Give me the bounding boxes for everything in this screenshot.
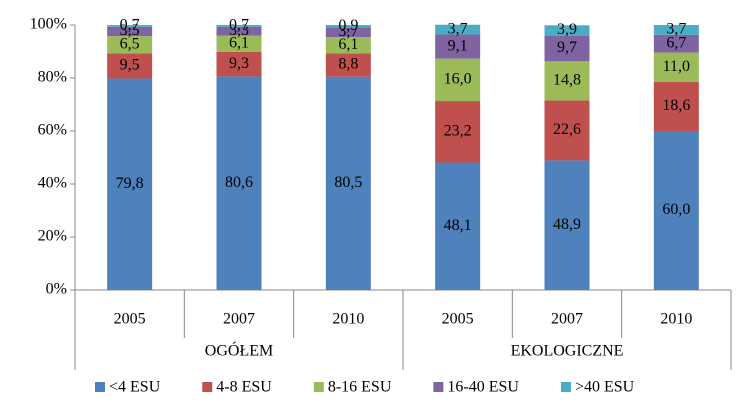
value-label: 0,9 [338, 17, 358, 34]
x-tick-label: 2007 [223, 311, 255, 328]
bar-segment [653, 131, 699, 290]
value-label: 9,7 [557, 39, 577, 56]
x-tick-label: 2010 [332, 311, 364, 328]
value-label: 22,6 [553, 121, 581, 138]
bar-segment [544, 100, 590, 161]
bar-segment [544, 160, 590, 290]
bar-segment [325, 53, 371, 77]
y-tick-label: 100% [30, 16, 67, 33]
bar-segment [325, 25, 371, 28]
x-tick-label: 2007 [551, 311, 583, 328]
value-label: 80,6 [225, 174, 253, 191]
bar-segment [216, 35, 262, 52]
value-label: 80,5 [334, 174, 362, 191]
legend-label: <4 ESU [109, 379, 161, 396]
bar-segment [653, 52, 699, 82]
y-tick-label: 20% [38, 228, 67, 245]
legend-swatch [313, 382, 324, 392]
legend-swatch [433, 382, 444, 392]
bar-segment [107, 26, 153, 37]
value-label: 0,7 [120, 17, 140, 34]
value-label: 6,1 [338, 36, 358, 53]
x-tick-label: 2005 [442, 311, 474, 328]
y-tick-label: 80% [38, 69, 67, 86]
bar-segment [653, 81, 699, 131]
legend-label: 8-16 ESU [328, 379, 392, 396]
bar-segment [544, 35, 590, 62]
y-tick-label: 60% [38, 122, 67, 139]
value-label: 11,0 [663, 58, 690, 75]
value-label: 8,8 [338, 56, 358, 73]
x-tick-label: 2010 [660, 311, 692, 328]
bar-segment [325, 76, 371, 290]
legend-label: 4-8 ESU [216, 379, 272, 396]
bar-segment [435, 162, 481, 290]
value-label: 6,5 [120, 35, 140, 52]
legend-swatch [202, 382, 213, 392]
legend-label: >40 ESU [575, 379, 635, 396]
bar-segment [216, 51, 262, 77]
value-label: 48,9 [553, 216, 581, 233]
bar-segment [544, 61, 590, 101]
value-label: 6,1 [229, 34, 249, 51]
bar-segment [107, 36, 153, 54]
bar-segment [107, 53, 153, 79]
bar-segment [216, 76, 262, 290]
value-label: 0,7 [229, 17, 249, 34]
bar-segment [435, 34, 481, 59]
bar-segment [325, 37, 371, 54]
value-label: 14,8 [553, 72, 581, 89]
bar-segment [435, 101, 481, 163]
bar-segment [435, 24, 481, 35]
value-label: 23,2 [444, 122, 472, 139]
bar-segment [216, 26, 262, 36]
value-label: 3,7 [666, 21, 686, 38]
legend-swatch [560, 382, 571, 392]
value-label: 16,0 [444, 71, 472, 88]
value-label: 9,3 [229, 55, 249, 72]
bar-segment [544, 25, 590, 36]
value-label: 60,0 [662, 201, 690, 218]
legend-label: 16-40 ESU [447, 379, 519, 396]
bar-segment [653, 25, 699, 35]
value-label: 9,5 [120, 57, 140, 74]
value-label: 6,7 [666, 34, 686, 51]
y-tick-label: 0% [46, 281, 67, 298]
bar-segment [216, 25, 262, 27]
group-label: OGÓŁEM [205, 341, 273, 360]
bar-segment [107, 78, 153, 290]
bar-segment [107, 25, 153, 27]
y-tick-label: 40% [38, 175, 67, 192]
value-label: 3,7 [448, 20, 468, 37]
bar-segment [435, 58, 481, 102]
legend-swatch [95, 382, 105, 392]
value-label: 48,1 [444, 217, 472, 234]
value-label: 79,8 [116, 175, 144, 192]
x-tick-label: 2005 [114, 311, 146, 328]
group-label: EKOLOGICZNE [511, 343, 624, 360]
bar-segment [325, 27, 371, 38]
bar-segment [653, 34, 699, 53]
value-label: 18,6 [662, 97, 690, 114]
value-label: 9,1 [448, 37, 468, 54]
value-label: 3,9 [557, 21, 577, 38]
